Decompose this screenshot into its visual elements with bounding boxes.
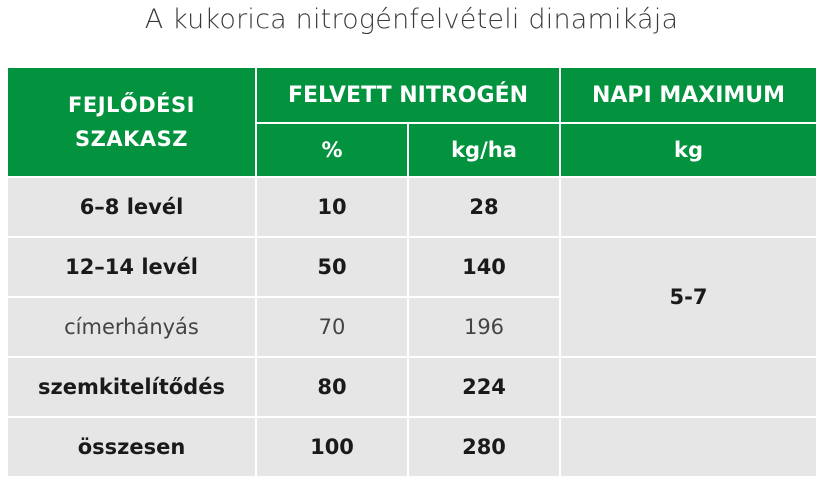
header-kgha-unit: kg/ha — [409, 124, 559, 176]
header-stage-line2: SZAKASZ — [75, 127, 188, 151]
header-stage-line1: FEJLŐDÉSI — [68, 93, 195, 117]
row-kgha: 140 — [409, 238, 559, 296]
row-percent: 100 — [257, 418, 407, 476]
row-kgha: 196 — [409, 298, 559, 356]
row-stage: 12–14 levél — [8, 238, 255, 296]
row-daily-max-empty — [561, 358, 816, 416]
header-daily-max: NAPI MAXIMUM — [561, 68, 816, 122]
row-kgha: 28 — [409, 178, 559, 236]
row-daily-max-empty — [561, 418, 816, 476]
header-kg-unit: kg — [561, 124, 816, 176]
row-stage: 6–8 levél — [8, 178, 255, 236]
row-percent: 10 — [257, 178, 407, 236]
row-daily-max-empty — [561, 178, 816, 236]
row-stage: címerhányás — [8, 298, 255, 356]
row-percent: 70 — [257, 298, 407, 356]
row-stage: összesen — [8, 418, 255, 476]
daily-max-value: 5-7 — [561, 238, 816, 356]
row-kgha: 224 — [409, 358, 559, 416]
nitrogen-uptake-table: FEJLŐDÉSI SZAKASZ FELVETT NITROGÉN NAPI … — [8, 68, 816, 476]
row-percent: 50 — [257, 238, 407, 296]
row-stage: szemkitelítődés — [8, 358, 255, 416]
row-percent: 80 — [257, 358, 407, 416]
header-percent-unit: % — [257, 124, 407, 176]
header-stage: FEJLŐDÉSI SZAKASZ — [8, 68, 255, 176]
row-kgha: 280 — [409, 418, 559, 476]
header-nitrogen: FELVETT NITROGÉN — [257, 68, 559, 122]
page-title: A kukorica nitrogénfelvételi dinamikája — [144, 4, 679, 35]
